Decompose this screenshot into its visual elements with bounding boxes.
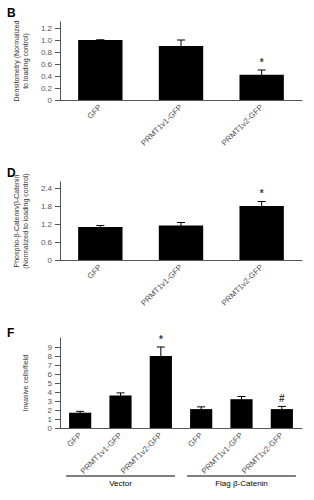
svg-text:Densitometry (Normalized: Densitometry (Normalized bbox=[13, 20, 21, 101]
svg-text:1.0: 1.0 bbox=[41, 36, 53, 45]
svg-text:1.2: 1.2 bbox=[41, 220, 53, 229]
svg-text:B: B bbox=[7, 6, 16, 20]
svg-text:0.6: 0.6 bbox=[41, 60, 53, 69]
svg-text:#: # bbox=[279, 393, 285, 404]
svg-text:Invasive cells/field: Invasive cells/field bbox=[22, 355, 29, 412]
svg-text:5: 5 bbox=[48, 379, 53, 388]
svg-text:3: 3 bbox=[48, 397, 53, 406]
svg-text:Vector: Vector bbox=[109, 479, 132, 488]
svg-text:(Normalized to loading control: (Normalized to loading control) bbox=[22, 173, 30, 268]
svg-text:1.8: 1.8 bbox=[41, 202, 53, 211]
svg-text:1.2: 1.2 bbox=[41, 24, 53, 33]
svg-text:F: F bbox=[7, 326, 14, 340]
svg-text:6: 6 bbox=[48, 370, 53, 379]
svg-text:8: 8 bbox=[48, 352, 53, 361]
svg-text:PRMT1v1-GFP: PRMT1v1-GFP bbox=[139, 103, 184, 148]
svg-text:GFP: GFP bbox=[86, 103, 104, 121]
svg-text:1: 1 bbox=[48, 415, 53, 424]
svg-text:PRMT1v1-GFP: PRMT1v1-GFP bbox=[139, 263, 184, 308]
svg-text:0: 0 bbox=[48, 424, 53, 433]
svg-text:0: 0 bbox=[48, 96, 53, 105]
svg-text:GFP: GFP bbox=[186, 431, 204, 449]
svg-text:PRMT1v2-GFP: PRMT1v2-GFP bbox=[220, 263, 265, 308]
svg-text:0.4: 0.4 bbox=[41, 72, 53, 81]
svg-text:9: 9 bbox=[48, 343, 53, 352]
svg-text:PRMT1v1-GFP: PRMT1v1-GFP bbox=[79, 431, 124, 476]
svg-text:D: D bbox=[7, 166, 16, 180]
svg-text:0.6: 0.6 bbox=[41, 238, 53, 247]
svg-text:PRMT1v1-GFP: PRMT1v1-GFP bbox=[200, 431, 245, 476]
svg-text:2.4: 2.4 bbox=[41, 184, 53, 193]
svg-text:2: 2 bbox=[48, 406, 53, 415]
svg-text:*: * bbox=[260, 57, 264, 68]
svg-text:GFP: GFP bbox=[86, 263, 104, 281]
svg-text:PRMT1v2-GFP: PRMT1v2-GFP bbox=[240, 431, 285, 476]
svg-text:GFP: GFP bbox=[65, 431, 83, 449]
svg-text:PRMT1v2-GFP: PRMT1v2-GFP bbox=[220, 103, 265, 148]
svg-text:to loading control): to loading control) bbox=[22, 33, 30, 89]
svg-text:PRMT1v2-GFP: PRMT1v2-GFP bbox=[119, 431, 164, 476]
svg-text:*: * bbox=[159, 334, 163, 345]
svg-text:7: 7 bbox=[48, 361, 53, 370]
svg-text:Flag β-Catenin: Flag β-Catenin bbox=[215, 479, 268, 488]
svg-text:4: 4 bbox=[48, 388, 53, 397]
svg-text:Phospho-β-Catenin/β-Catenin: Phospho-β-Catenin/β-Catenin bbox=[13, 174, 21, 267]
svg-text:*: * bbox=[260, 188, 264, 199]
svg-text:0.8: 0.8 bbox=[41, 48, 53, 57]
svg-text:0.2: 0.2 bbox=[41, 84, 53, 93]
svg-text:0: 0 bbox=[48, 256, 53, 265]
